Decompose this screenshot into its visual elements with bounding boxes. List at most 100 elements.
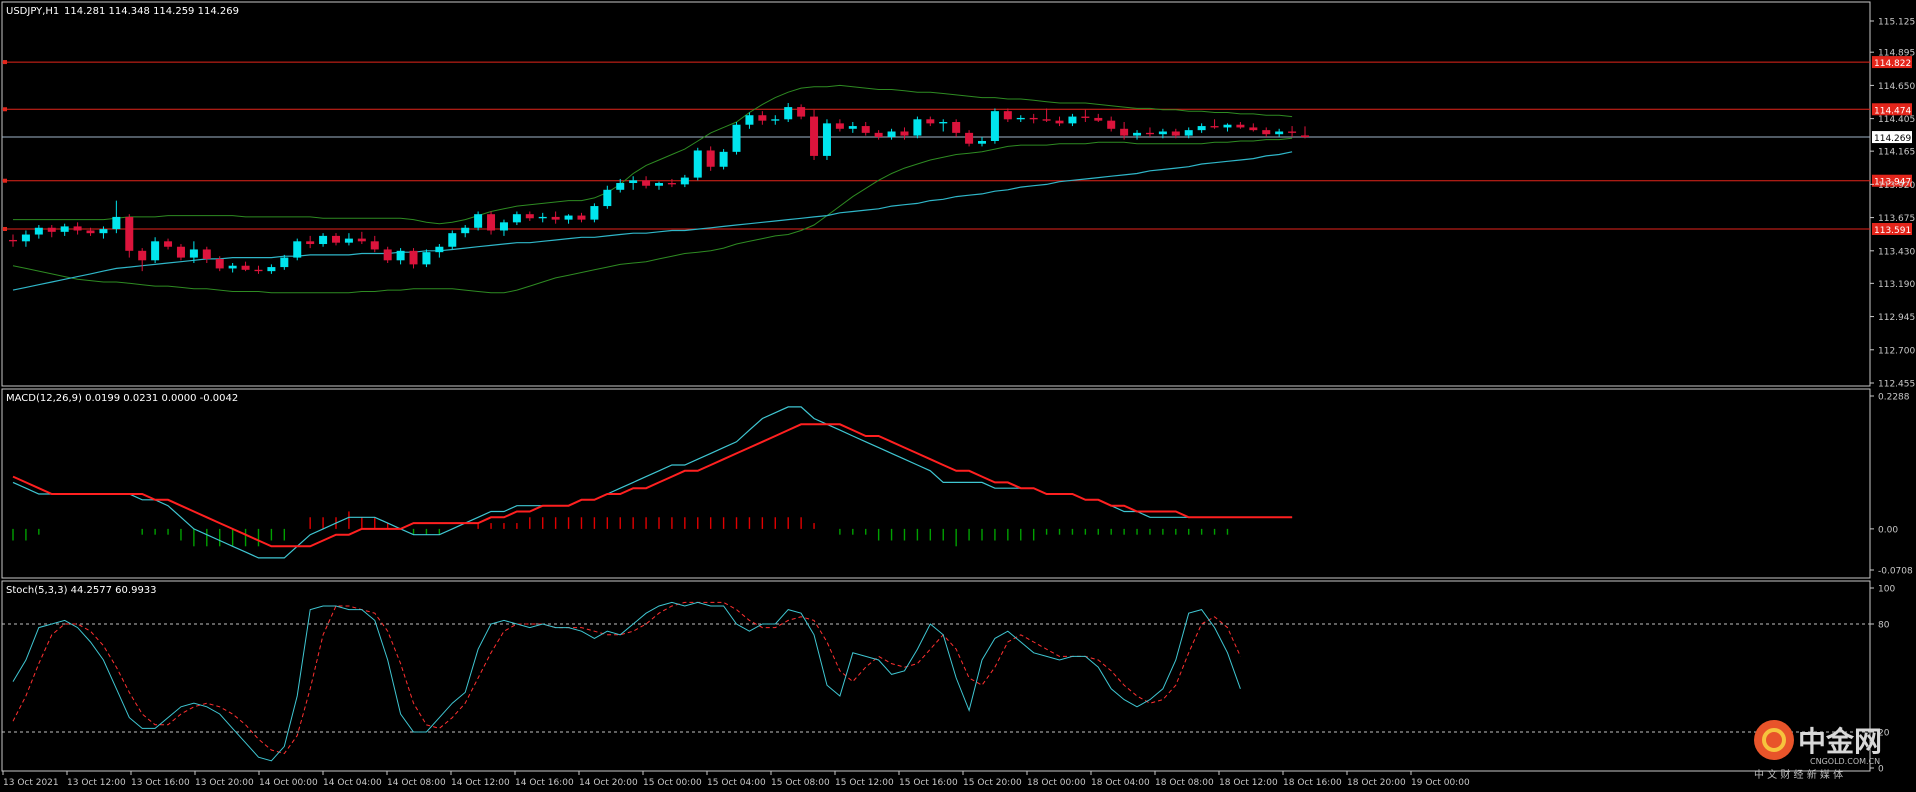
level-tag [1872, 174, 1912, 187]
level-handle [3, 226, 7, 231]
price-tick-label: 113.675 [1878, 214, 1915, 224]
bollinger-lower [12, 137, 1293, 294]
current-price-tag-text: 114.269 [1874, 134, 1911, 144]
candle-body [1094, 117, 1103, 121]
candle-body [745, 115, 754, 125]
candle-body [370, 241, 379, 250]
stoch-main-line [12, 601, 1241, 762]
candle-body [1029, 117, 1038, 120]
level-tag-text: 113.591 [1874, 226, 1911, 236]
candle-body [1275, 131, 1284, 135]
candle-body [21, 234, 30, 242]
candle-body [176, 246, 185, 258]
candle-body [202, 249, 211, 259]
candle-body [835, 123, 844, 129]
candle-body [1210, 126, 1219, 128]
price-axis: 115.125 114.895 114.650 114.405 114.165 113.9… [1870, 18, 1915, 390]
time-tick-label: 15 Oct 04:00 [707, 778, 766, 788]
price-tick-label: 114.650 [1878, 82, 1915, 92]
candle-body [564, 215, 573, 220]
level-handle [3, 60, 7, 65]
stoch-pane[interactable]: Stoch(5,3,3) 44.2577 60.9933 100 80 20 0 [1, 580, 1895, 775]
candle-body [680, 177, 689, 185]
time-tick-label: 14 Oct 12:00 [451, 778, 510, 788]
level-tag-text: 114.474 [1874, 106, 1911, 116]
time-tick-label: 13 Oct 16:00 [131, 778, 190, 788]
time-tick-label: 14 Oct 16:00 [515, 778, 574, 788]
time-tick-label: 18 Oct 08:00 [1155, 778, 1214, 788]
candle-body [525, 214, 534, 219]
time-tick-label: 13 Oct 12:00 [67, 778, 126, 788]
level-tag-text: 114.822 [1874, 59, 1911, 69]
candle-body [926, 119, 935, 124]
logo-slogan: 中 文 财 经 新 媒 体 [1754, 768, 1843, 780]
time-tick-label: 15 Oct 00:00 [643, 778, 702, 788]
price-tick-label: 112.700 [1878, 346, 1915, 356]
macd-main-line [12, 406, 1293, 559]
candle-body [189, 249, 198, 258]
candle-body [448, 233, 457, 247]
horizontal-levels[interactable]: 114.822 114.474 113.947 113.591 [2, 56, 1912, 236]
time-tick-label: 13 Oct 2021 [3, 778, 59, 788]
macd-pane[interactable]: MACD(12,26,9) 0.0199 0.0231 0.0000 -0.00… [1, 388, 1913, 579]
candle-body [1145, 132, 1154, 135]
logo-url: CNGOLD.COM.CN [1810, 757, 1880, 766]
candle-body [293, 241, 302, 258]
price-tick-label: 114.405 [1878, 115, 1915, 125]
candle-body [9, 239, 17, 242]
candle-body [112, 216, 121, 230]
candle-body [1301, 135, 1309, 138]
macd-axis: 0.2288 0.00 -0.0708 [1870, 393, 1913, 577]
level-tag [1872, 103, 1912, 116]
candle-body [1236, 124, 1245, 128]
cngold-logo: 中金网 CNGOLD.COM.CN 中 文 财 经 新 媒 体 [1754, 720, 1882, 780]
time-tick-label: 13 Oct 20:00 [195, 778, 254, 788]
candle-body [228, 265, 237, 269]
time-tick-label: 14 Oct 08:00 [387, 778, 446, 788]
candle-body [655, 183, 663, 186]
candle-body [939, 122, 948, 124]
candle-body [47, 227, 56, 232]
candle-body [797, 107, 806, 117]
candle-body [280, 257, 289, 268]
candle-body [1042, 119, 1051, 121]
candle-body [603, 189, 612, 207]
candle-body [590, 206, 599, 220]
time-tick-label: 15 Oct 08:00 [771, 778, 830, 788]
candle-body [241, 265, 250, 270]
candle-body [86, 230, 95, 234]
candle-body [1197, 126, 1206, 131]
candle-body [73, 226, 82, 231]
candle-body [978, 140, 986, 144]
candle-body [164, 241, 173, 247]
time-tick-label: 18 Oct 20:00 [1347, 778, 1406, 788]
candle-body [396, 250, 405, 261]
stoch-pane-border [1, 580, 1871, 772]
candle-body [512, 214, 521, 223]
candle-body [965, 132, 974, 144]
macd-series [12, 406, 1293, 559]
price-pane[interactable]: USDJPY,H1 114.281 114.348 114.259 114.26… [1, 1, 1915, 390]
candle-body [1184, 130, 1193, 136]
candle-body [1223, 124, 1232, 128]
price-pane-border [1, 1, 1871, 387]
stoch-tick-label: 100 [1878, 585, 1895, 595]
current-price-tag [1872, 131, 1912, 144]
candle-body [422, 252, 431, 265]
candle-body [1055, 120, 1064, 124]
candle-body [616, 183, 625, 190]
price-tick-label: 112.455 [1878, 380, 1915, 390]
bollinger-upper [13, 84, 1293, 225]
price-tick-label: 113.430 [1878, 247, 1915, 257]
candle-body [822, 123, 831, 156]
candle-body [874, 132, 883, 137]
level-tag [1872, 56, 1912, 69]
candle-body [151, 241, 160, 261]
logo-circle-icon [1754, 720, 1794, 760]
candle-body [732, 124, 741, 152]
candle-body [215, 258, 224, 269]
price-tick-label: 113.920 [1878, 181, 1915, 191]
candle-body [332, 235, 340, 243]
macd-tick-label: 0.2288 [1878, 393, 1910, 403]
moving-average-line [12, 151, 1293, 291]
